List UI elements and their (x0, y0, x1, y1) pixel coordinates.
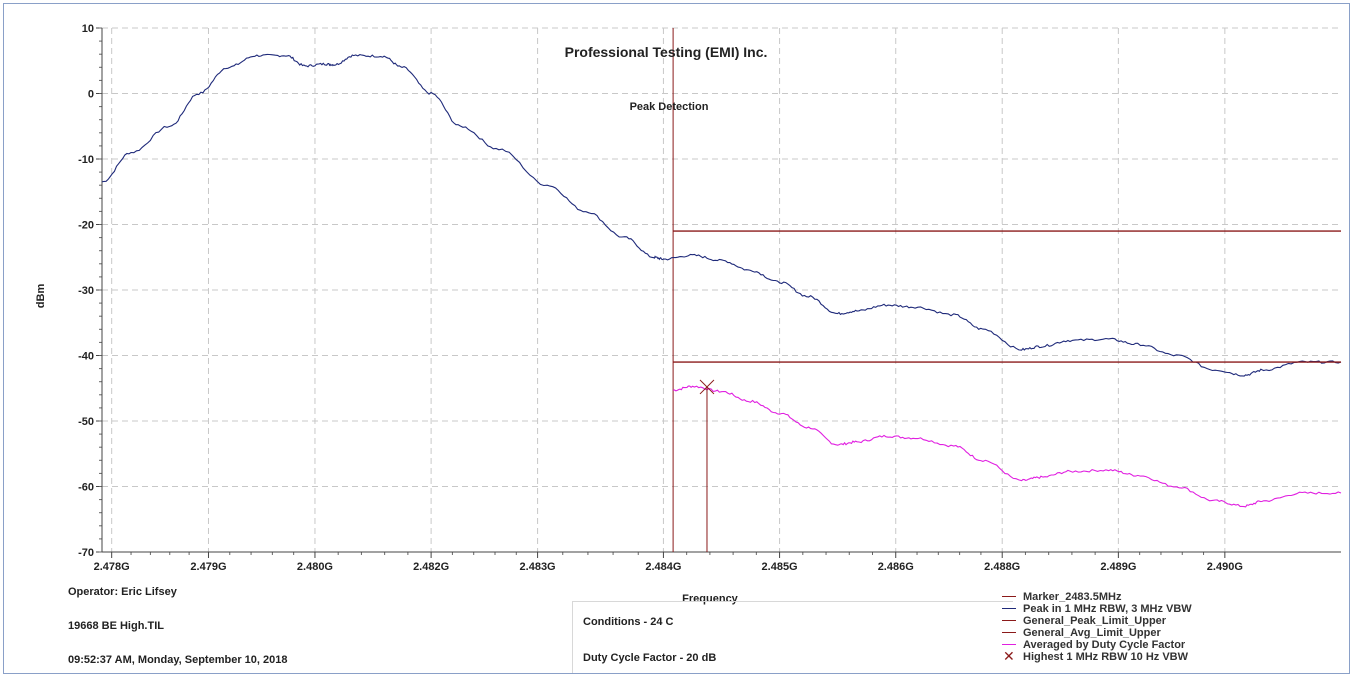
conditions-text: Conditions - 24 C (583, 616, 674, 628)
legend-swatch (1002, 620, 1016, 621)
duty-cycle-text: Duty Cycle Factor - 20 dB (583, 652, 717, 664)
legend-swatch (1002, 608, 1016, 609)
y-tick-label: -50 (78, 416, 94, 428)
legend-label: Marker_2483.5MHz (1023, 591, 1122, 603)
timestamp-text: 09:52:37 AM, Monday, September 10, 2018 (68, 654, 288, 666)
x-tick-label: 2.486G (878, 561, 914, 573)
x-tick-label: 2.483G (520, 561, 556, 573)
highest-marker-x (699, 379, 715, 395)
plot-area: 10 0 -10 -20 -30 -40 -50 -60 -702.478G 2.479G 2.48… (35, 23, 1342, 605)
grid: 10 0 -10 -20 -30 -40 -50 -60 -702.478G 2.479G 2.48… (78, 23, 1341, 573)
operator-text: Operator: Eric Lifsey (68, 586, 177, 598)
chart-subtitle: Peak Detection (630, 101, 709, 113)
legend-item: Peak in 1 MHz RBW, 3 MHz VBW (997, 603, 1349, 615)
y-tick-label: 10 (82, 23, 94, 35)
legend-label: General_Avg_Limit_Upper (1023, 627, 1161, 639)
y-tick-label: -10 (78, 154, 94, 166)
x-tick-label: 2.489G (1100, 561, 1136, 573)
x-tick-label: 2.490G (1207, 561, 1243, 573)
x-tick-label: 2.482G (413, 561, 449, 573)
x-tick-label: 2.479G (190, 561, 226, 573)
legend-swatch (1002, 644, 1016, 645)
y-tick-label: -20 (78, 220, 94, 232)
averaged-trace (673, 385, 1342, 508)
file-name-text: 19668 BE High.TIL (68, 620, 164, 632)
x-tick-label: 2.478G (94, 561, 130, 573)
x-tick-label: 2.480G (297, 561, 333, 573)
y-tick-label: -60 (78, 482, 94, 494)
y-axis-label: dBm (35, 284, 47, 309)
legend-swatch (1002, 596, 1016, 597)
y-tick-label: -70 (78, 547, 94, 559)
legend-item: Marker_2483.5MHz (997, 591, 1349, 603)
conditions-box: Conditions - 24 C Duty Cycle Factor - 20… (572, 601, 1013, 673)
legend: Marker_2483.5MHz Peak in 1 MHz RBW, 3 MH… (997, 591, 1349, 664)
y-tick-label: -40 (78, 351, 94, 363)
x-marker-icon: ✕ (1003, 648, 1015, 664)
x-tick-label: 2.488G (984, 561, 1020, 573)
legend-label: General_Peak_Limit_Upper (1023, 615, 1167, 627)
legend-label: Averaged by Duty Cycle Factor (1023, 639, 1186, 651)
legend-item: General_Avg_Limit_Upper (997, 627, 1349, 639)
legend-item: General_Peak_Limit_Upper (997, 615, 1349, 627)
legend-item: ✕ Highest 1 MHz RBW 10 Hz VBW (997, 648, 1349, 664)
x-axis-label: Frequency (682, 593, 739, 605)
chart-title: Professional Testing (EMI) Inc. (565, 44, 768, 60)
y-tick-label: 0 (88, 89, 94, 101)
legend-item: Averaged by Duty Cycle Factor (997, 639, 1349, 651)
x-tick-label: 2.484G (645, 561, 681, 573)
peak-trace (101, 53, 1342, 377)
chart-frame: 10 0 -10 -20 -30 -40 -50 -60 -70 2.478G 2.479G 2.48… (3, 3, 1350, 674)
series-layer (101, 28, 1342, 552)
legend-swatch (1002, 632, 1016, 633)
legend-label: Highest 1 MHz RBW 10 Hz VBW (1023, 651, 1189, 663)
legend-label: Peak in 1 MHz RBW, 3 MHz VBW (1023, 603, 1192, 615)
y-tick-label: -30 (78, 285, 94, 297)
x-tick-label: 2.485G (762, 561, 798, 573)
